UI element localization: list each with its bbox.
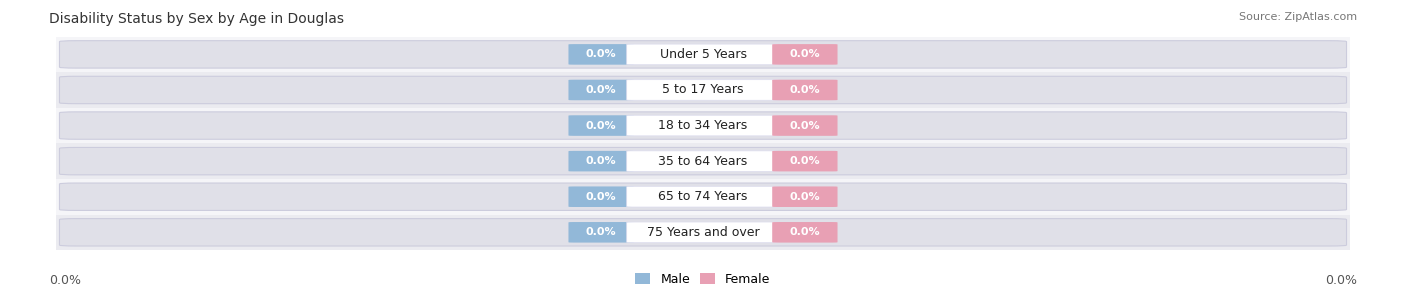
FancyBboxPatch shape (627, 80, 779, 100)
FancyBboxPatch shape (627, 222, 779, 242)
FancyBboxPatch shape (568, 186, 634, 207)
FancyBboxPatch shape (59, 183, 1347, 210)
Bar (56, 179, 1350, 214)
FancyBboxPatch shape (627, 115, 779, 136)
Bar (56, 72, 1350, 108)
FancyBboxPatch shape (59, 147, 1347, 175)
Text: 0.0%: 0.0% (586, 49, 616, 59)
Text: 5 to 17 Years: 5 to 17 Years (662, 84, 744, 96)
Bar (56, 214, 1350, 250)
Text: 0.0%: 0.0% (790, 120, 820, 131)
FancyBboxPatch shape (772, 222, 838, 242)
FancyBboxPatch shape (59, 112, 1347, 139)
FancyBboxPatch shape (59, 41, 1347, 68)
FancyBboxPatch shape (772, 151, 838, 171)
Text: 0.0%: 0.0% (1324, 274, 1357, 287)
Text: 75 Years and over: 75 Years and over (647, 226, 759, 239)
Text: Disability Status by Sex by Age in Douglas: Disability Status by Sex by Age in Dougl… (49, 12, 344, 26)
FancyBboxPatch shape (568, 151, 634, 171)
Bar (56, 108, 1350, 143)
Text: 18 to 34 Years: 18 to 34 Years (658, 119, 748, 132)
FancyBboxPatch shape (627, 151, 779, 171)
Text: 0.0%: 0.0% (790, 85, 820, 95)
Text: 0.0%: 0.0% (790, 156, 820, 166)
Text: 0.0%: 0.0% (49, 274, 82, 287)
FancyBboxPatch shape (772, 80, 838, 100)
Legend: Male, Female: Male, Female (630, 268, 776, 291)
Text: 0.0%: 0.0% (586, 227, 616, 237)
Text: Source: ZipAtlas.com: Source: ZipAtlas.com (1239, 12, 1357, 22)
FancyBboxPatch shape (772, 115, 838, 136)
Text: 0.0%: 0.0% (790, 227, 820, 237)
FancyBboxPatch shape (568, 44, 634, 65)
Text: 0.0%: 0.0% (586, 120, 616, 131)
Text: 0.0%: 0.0% (790, 192, 820, 202)
FancyBboxPatch shape (568, 115, 634, 136)
FancyBboxPatch shape (772, 186, 838, 207)
FancyBboxPatch shape (59, 76, 1347, 104)
FancyBboxPatch shape (59, 219, 1347, 246)
Bar (56, 37, 1350, 72)
Text: 0.0%: 0.0% (790, 49, 820, 59)
FancyBboxPatch shape (772, 44, 838, 65)
Text: 65 to 74 Years: 65 to 74 Years (658, 190, 748, 203)
FancyBboxPatch shape (627, 186, 779, 207)
Text: 35 to 64 Years: 35 to 64 Years (658, 155, 748, 168)
Bar (56, 143, 1350, 179)
Text: 0.0%: 0.0% (586, 85, 616, 95)
FancyBboxPatch shape (627, 44, 779, 65)
Text: Under 5 Years: Under 5 Years (659, 48, 747, 61)
FancyBboxPatch shape (568, 222, 634, 242)
Text: 0.0%: 0.0% (586, 192, 616, 202)
FancyBboxPatch shape (568, 80, 634, 100)
Text: 0.0%: 0.0% (586, 156, 616, 166)
